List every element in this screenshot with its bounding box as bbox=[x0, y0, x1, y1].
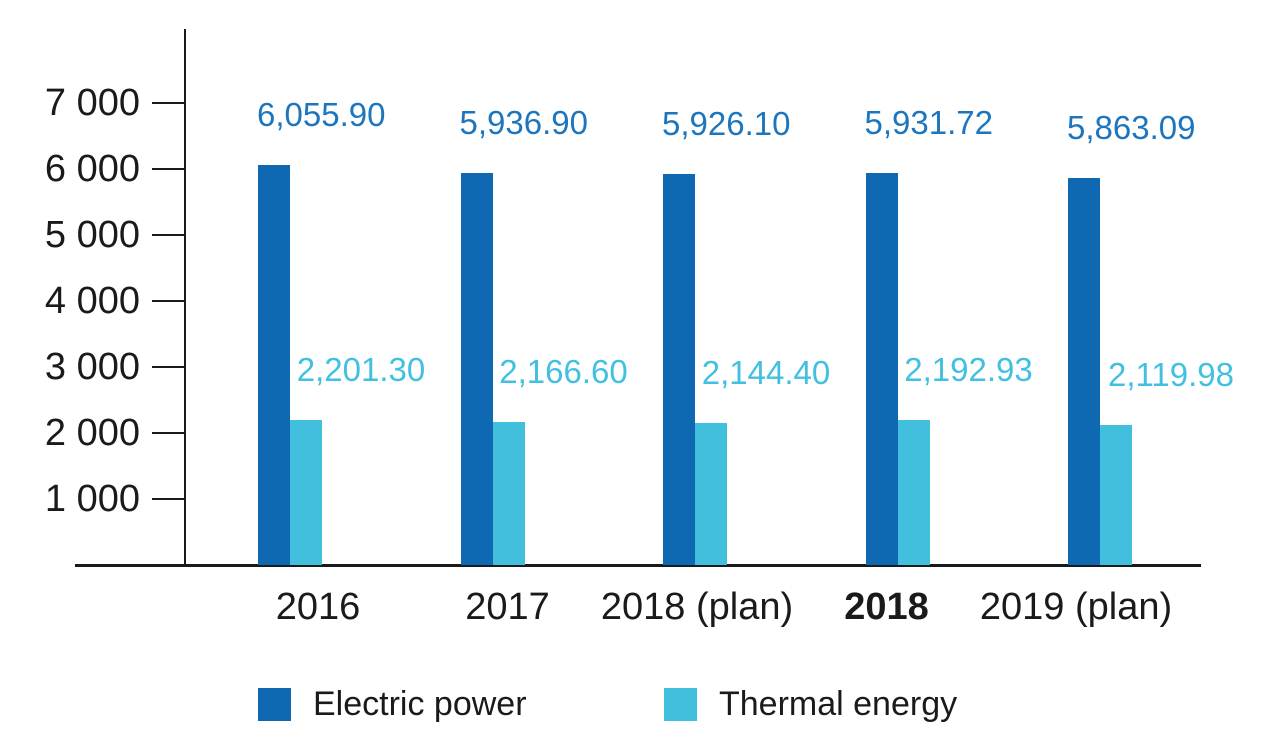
value-label-thermal-energy-2018: 2,192.93 bbox=[904, 351, 1033, 389]
legend-entry-thermal-energy: Thermal energy bbox=[664, 686, 957, 722]
y-tick-label: 7 000 bbox=[44, 81, 140, 124]
bar-thermal-energy-2019-plan- bbox=[1100, 424, 1132, 565]
bar-electric-power-2019-plan- bbox=[1068, 177, 1100, 565]
bar-electric-power-2016 bbox=[258, 165, 290, 565]
y-tick-label: 3 000 bbox=[44, 345, 140, 388]
value-label-thermal-energy-2016: 2,201.30 bbox=[296, 350, 426, 388]
y-tick-mark bbox=[152, 431, 185, 434]
bar-thermal-energy-2018-plan- bbox=[695, 423, 727, 565]
y-tick-label: 1 000 bbox=[44, 477, 140, 520]
y-tick-mark bbox=[152, 101, 185, 104]
bar-thermal-energy-2018 bbox=[897, 420, 930, 565]
value-label-thermal-energy-2017: 2,166.60 bbox=[499, 352, 628, 390]
x-axis-label-2017: 2017 bbox=[465, 586, 550, 628]
value-label-electric-power-2016: 6,055.90 bbox=[257, 96, 386, 133]
electric-power-swatch-icon bbox=[258, 687, 291, 721]
value-label-electric-power-2018-plan-: 5,926.10 bbox=[662, 104, 791, 142]
y-tick-label: 2 000 bbox=[44, 411, 140, 454]
y-tick-label: 6 000 bbox=[44, 147, 140, 190]
value-label-electric-power-2017: 5,936.90 bbox=[459, 103, 588, 141]
value-label-thermal-energy-2018-plan-: 2,144.40 bbox=[701, 354, 831, 392]
bar-thermal-energy-2016 bbox=[290, 419, 322, 565]
legend-entry-electric-power: Electric power bbox=[258, 686, 527, 722]
legend-label-electric-power: Electric power bbox=[313, 685, 527, 723]
x-axis-label-2019-plan-: 2019 (plan) bbox=[979, 586, 1173, 628]
y-tick-mark bbox=[152, 497, 185, 500]
x-axis-label-2018: 2018 bbox=[844, 586, 929, 628]
y-tick-mark bbox=[152, 365, 185, 368]
bar-electric-power-2018 bbox=[865, 173, 898, 565]
y-axis-line bbox=[184, 29, 186, 566]
value-label-thermal-energy-2019-plan-: 2,119.98 bbox=[1107, 355, 1235, 393]
legend-label-thermal-energy: Thermal energy bbox=[719, 685, 958, 723]
value-label-electric-power-2019-plan-: 5,863.09 bbox=[1067, 108, 1196, 146]
x-axis-label-2016: 2016 bbox=[275, 586, 361, 628]
y-tick-label: 5 000 bbox=[44, 213, 140, 256]
y-tick-mark bbox=[152, 299, 185, 302]
bar-thermal-energy-2017 bbox=[492, 421, 525, 565]
value-label-electric-power-2018: 5,931.72 bbox=[864, 104, 993, 142]
thermal-energy-swatch-icon bbox=[664, 687, 697, 721]
y-tick-label: 4 000 bbox=[44, 279, 140, 322]
bar-electric-power-2017 bbox=[460, 172, 493, 565]
bar-electric-power-2018-plan- bbox=[663, 173, 695, 565]
x-axis-label-2018-plan-: 2018 (plan) bbox=[600, 586, 794, 628]
y-tick-mark bbox=[152, 233, 185, 236]
y-tick-mark bbox=[152, 167, 185, 170]
x-axis-line bbox=[75, 564, 1201, 567]
